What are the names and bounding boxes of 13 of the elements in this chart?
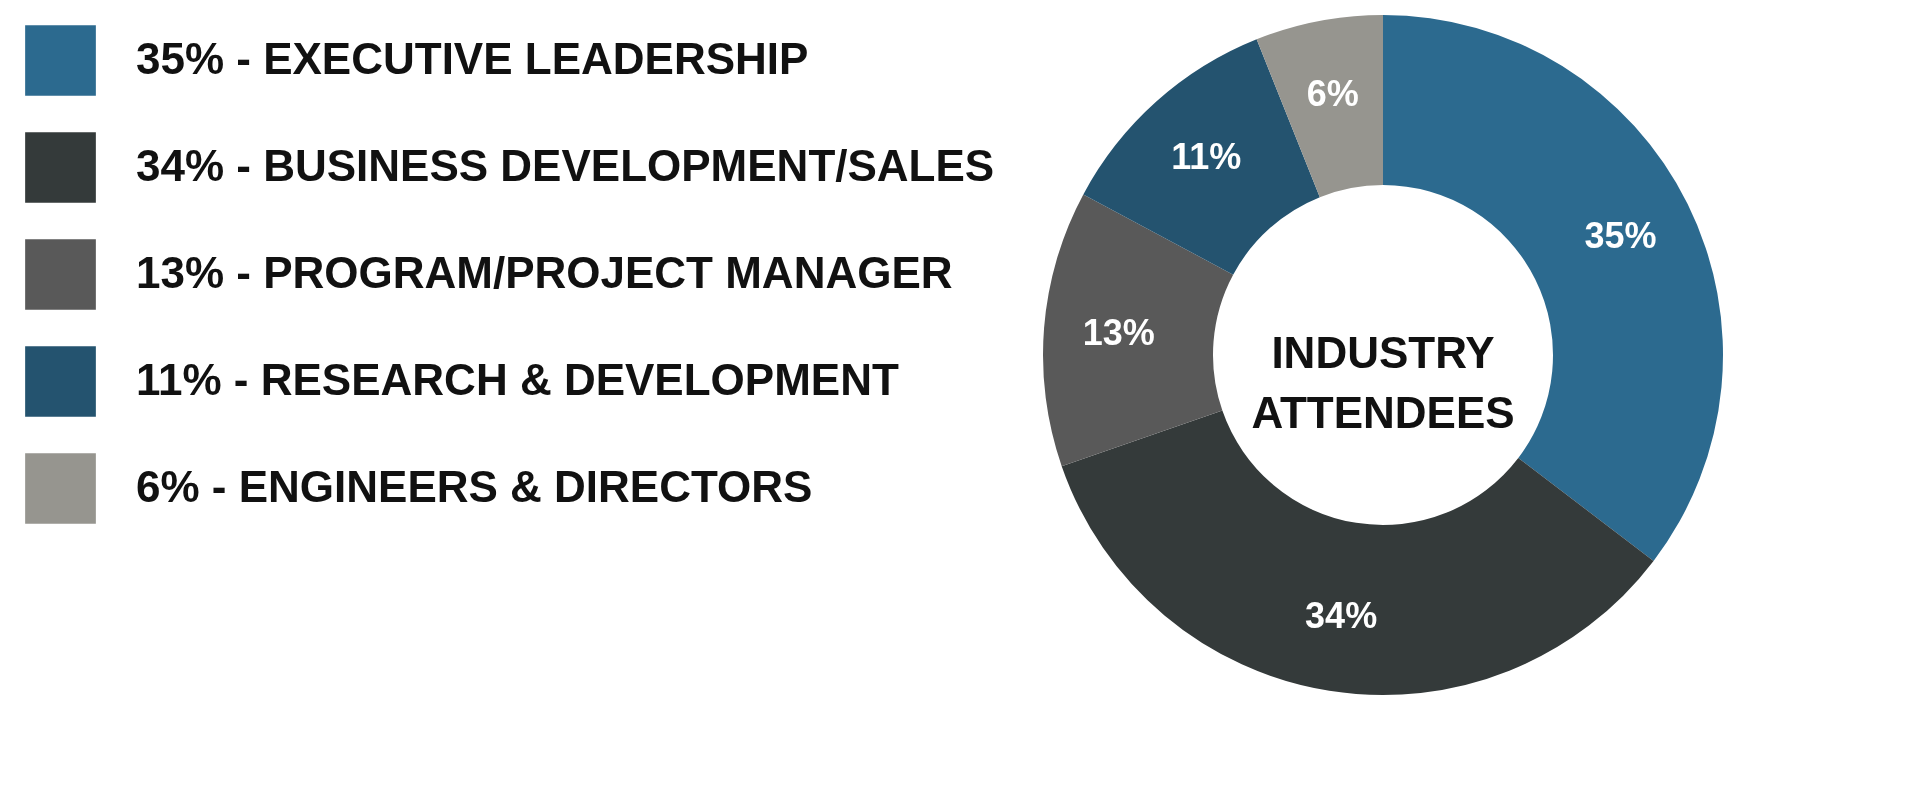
legend-label: 11% - RESEARCH & DEVELOPMENT: [136, 354, 899, 404]
data-label: 34%: [1305, 594, 1378, 636]
legend-label: 6% - ENGINEERS & DIRECTORS: [136, 461, 813, 511]
data-label: 35%: [1584, 215, 1657, 257]
legend-label: 35% - EXECUTIVE LEADERSHIP: [136, 33, 809, 83]
data-label: 13%: [1082, 312, 1155, 353]
data-label: 11%: [1171, 135, 1242, 177]
donut-slice: [1256, 15, 1383, 198]
legend-label: 34% - BUSINESS DEVELOPMENT/SALES: [136, 140, 995, 190]
legend-label: 13% - PROGRAM/PROJECT MANAGER: [136, 247, 953, 297]
data-label: 6%: [1306, 72, 1359, 114]
text: INDUSTRY ATTENDEES: [1251, 328, 1515, 437]
donut-slice: [1043, 194, 1234, 467]
